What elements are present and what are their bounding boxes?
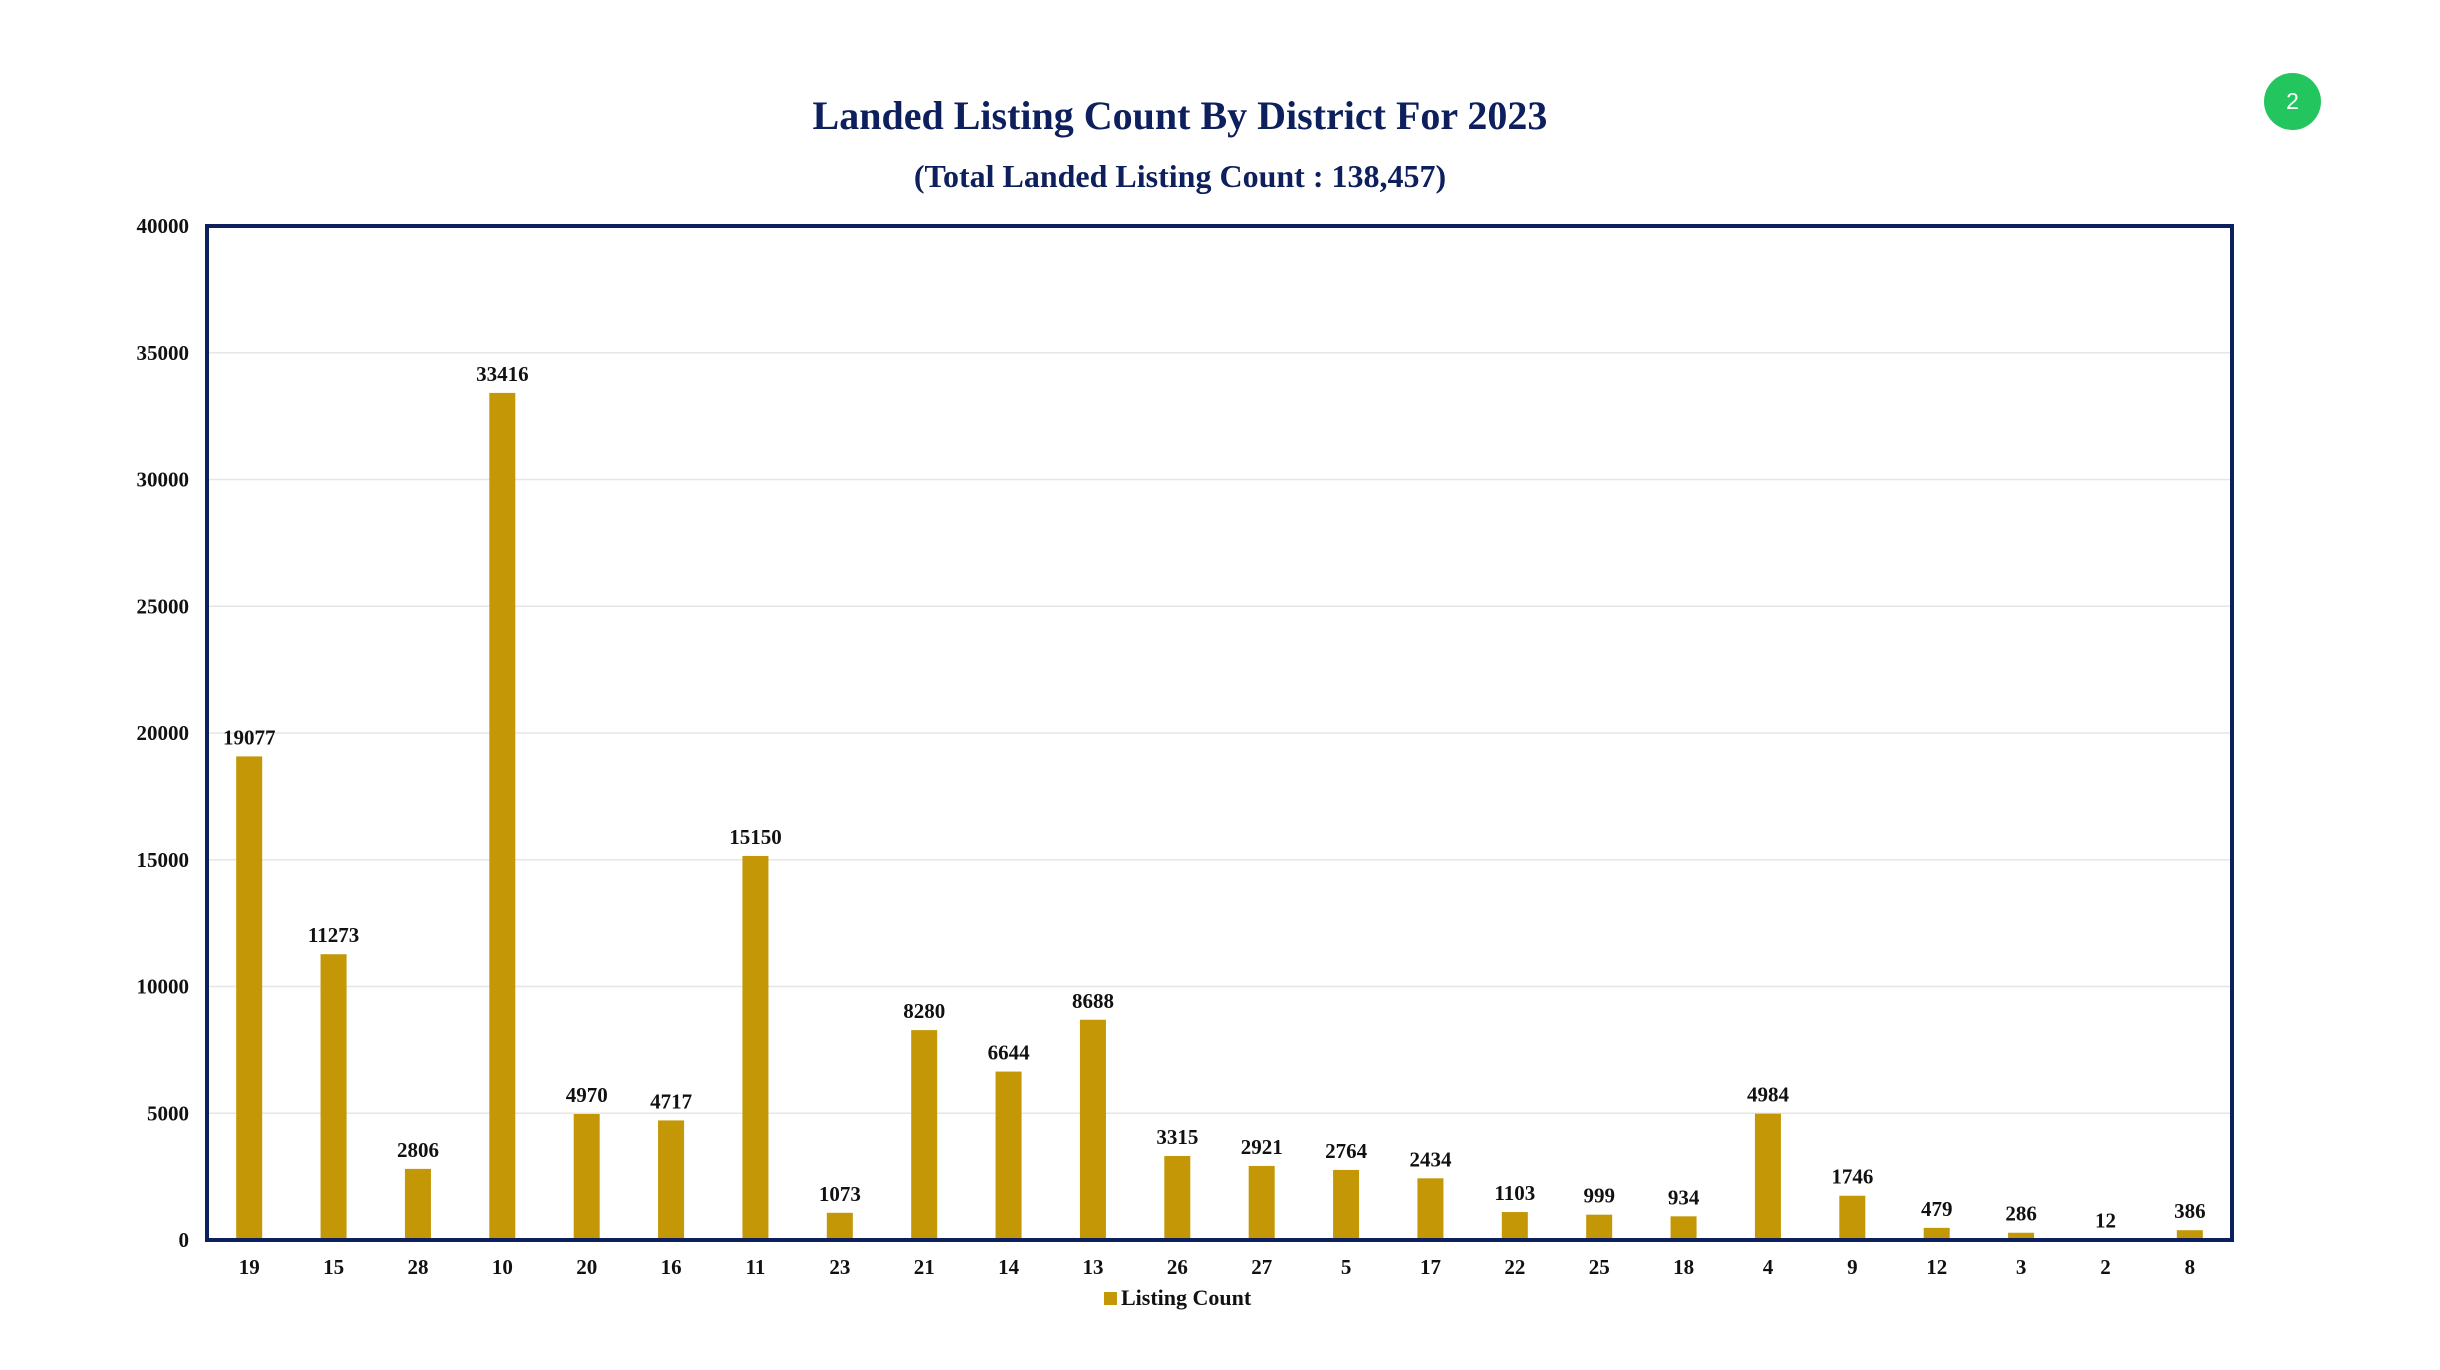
- bar: [320, 954, 347, 1240]
- bar: [1164, 1155, 1191, 1240]
- y-tick-label: 10000: [137, 975, 190, 999]
- bar: [742, 855, 769, 1240]
- bar-value-label: 2806: [397, 1138, 439, 1162]
- data-labels: 19077 11273 2806 33416 4970 4717 15150 1073 8280…: [223, 362, 2206, 1233]
- bar: [995, 1071, 1022, 1240]
- bar: [1670, 1216, 1697, 1240]
- y-tick-label: 40000: [137, 214, 190, 238]
- bar-value-label: 3315: [1156, 1125, 1198, 1149]
- x-tick-label: 8: [2185, 1255, 2196, 1279]
- x-tick-label: 17: [1420, 1255, 1441, 1279]
- x-tick-label: 2: [2100, 1255, 2111, 1279]
- bar: [658, 1120, 685, 1240]
- bar: [1839, 1195, 1866, 1240]
- x-tick-label: 22: [1504, 1255, 1525, 1279]
- bar-value-label: 1746: [1831, 1165, 1873, 1189]
- x-tick-label: 14: [998, 1255, 1020, 1279]
- bar: [573, 1114, 600, 1240]
- legend: Listing Count: [1104, 1285, 1251, 1311]
- bar-value-label: 479: [1921, 1197, 1953, 1221]
- bar: [1417, 1178, 1444, 1240]
- legend-label: Listing Count: [1121, 1285, 1252, 1310]
- bar: [1754, 1113, 1781, 1240]
- bar-value-label: 11273: [308, 923, 359, 947]
- bar-value-label: 8280: [903, 999, 945, 1023]
- bar-value-label: 8688: [1072, 989, 1114, 1013]
- y-tick-label: 25000: [137, 594, 190, 618]
- x-tick-label: 4: [1763, 1255, 1774, 1279]
- bar-value-label: 386: [2174, 1199, 2206, 1223]
- plot-frame: [205, 224, 2234, 1242]
- bar-value-label: 2921: [1241, 1135, 1283, 1159]
- bar-value-label: 15150: [729, 825, 782, 849]
- x-tick-label: 18: [1673, 1255, 1694, 1279]
- x-tick-label: 15: [323, 1255, 344, 1279]
- x-tick-label: 26: [1167, 1255, 1188, 1279]
- bar-value-label: 999: [1583, 1184, 1615, 1208]
- bar: [1079, 1019, 1106, 1240]
- chart-title: Landed Listing Count By District For 202…: [812, 93, 1548, 138]
- x-tick-label: 27: [1251, 1255, 1272, 1279]
- gridlines: [207, 352, 2232, 1114]
- bar-value-label: 934: [1668, 1185, 1700, 1209]
- bar-value-label: 1103: [1494, 1181, 1535, 1205]
- bar-value-label: 1073: [819, 1182, 861, 1206]
- bar-value-label: 4984: [1747, 1083, 1790, 1107]
- bar: [2008, 1232, 2035, 1240]
- x-tick-label: 23: [829, 1255, 850, 1279]
- x-tick-label: 13: [1082, 1255, 1103, 1279]
- x-tick-label: 12: [1926, 1255, 1947, 1279]
- chart-subtitle: (Total Landed Listing Count : 138,457): [913, 158, 1447, 194]
- bar: [1333, 1169, 1360, 1240]
- bar-value-label: 2434: [1409, 1147, 1452, 1171]
- x-tick-label: 5: [1341, 1255, 1352, 1279]
- bar: [489, 392, 516, 1240]
- bar-value-label: 286: [2005, 1202, 2037, 1226]
- x-tick-label: 9: [1847, 1255, 1858, 1279]
- y-tick-label: 15000: [137, 848, 190, 872]
- bar-value-label: 12: [2095, 1209, 2116, 1233]
- bars: [236, 392, 2203, 1240]
- bar-value-label: 2764: [1325, 1139, 1368, 1163]
- bar: [911, 1030, 938, 1240]
- x-tick-label: 20: [576, 1255, 597, 1279]
- bar: [1501, 1212, 1528, 1240]
- bar-value-label: 19077: [223, 725, 276, 749]
- x-tick-label: 19: [239, 1255, 260, 1279]
- bar-value-label: 4717: [650, 1089, 692, 1113]
- x-axis-ticks: 19 15 28 10 20 16 11 23 21 14 13 26 27 5 17 22 25 18 4 9 12 3…: [239, 1255, 2195, 1279]
- bar: [1586, 1214, 1613, 1240]
- y-tick-label: 35000: [137, 341, 190, 365]
- y-tick-label: 30000: [137, 468, 190, 492]
- x-tick-label: 3: [2016, 1255, 2027, 1279]
- bar: [404, 1168, 431, 1240]
- x-tick-label: 21: [914, 1255, 935, 1279]
- x-tick-label: 10: [492, 1255, 513, 1279]
- x-tick-label: 16: [661, 1255, 682, 1279]
- y-tick-label: 0: [179, 1228, 190, 1252]
- y-tick-label: 5000: [147, 1101, 189, 1125]
- bar: [1248, 1165, 1275, 1240]
- bar: [1923, 1227, 1950, 1240]
- page-number-badge[interactable]: 2: [2264, 73, 2321, 130]
- y-tick-label: 20000: [137, 721, 190, 745]
- bar-value-label: 33416: [476, 362, 529, 386]
- x-tick-label: 28: [407, 1255, 428, 1279]
- bar-value-label: 4970: [566, 1083, 608, 1107]
- bar: [826, 1212, 853, 1240]
- bar: [236, 756, 263, 1240]
- bar-value-label: 6644: [988, 1041, 1031, 1065]
- x-tick-label: 11: [746, 1255, 766, 1279]
- y-axis-ticks: 0 5000 10000 15000 20000 25000 30000 35000 40000: [137, 214, 190, 1252]
- x-tick-label: 25: [1589, 1255, 1610, 1279]
- legend-swatch: [1104, 1291, 1117, 1305]
- bar: [2176, 1230, 2203, 1240]
